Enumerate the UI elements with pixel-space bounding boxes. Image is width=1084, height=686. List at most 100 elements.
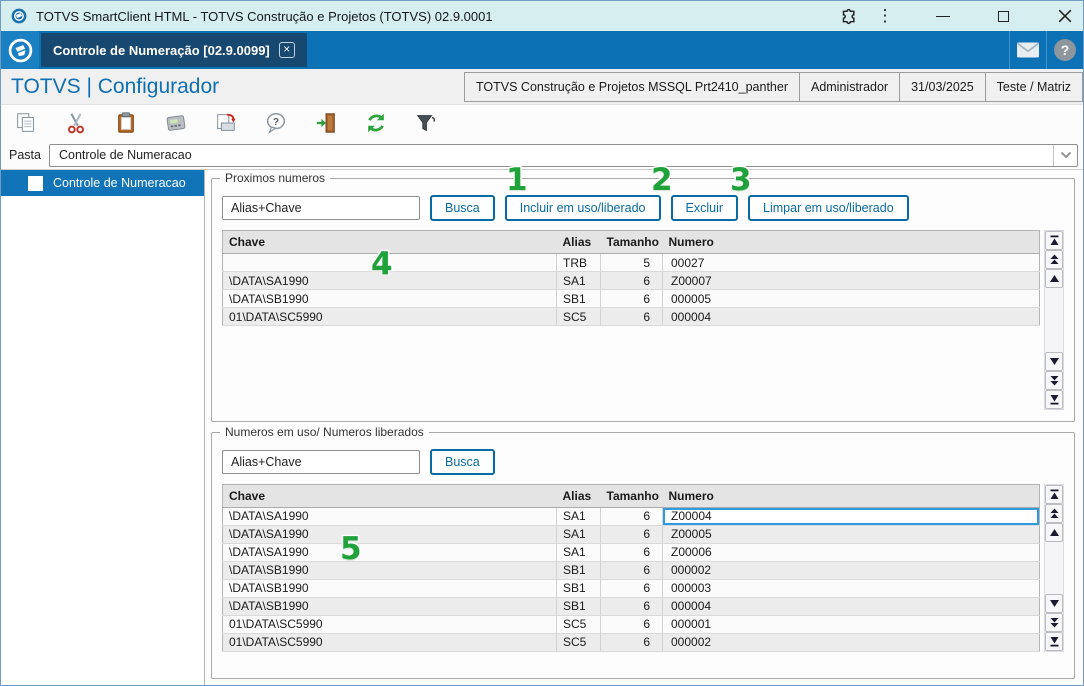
calculator-icon[interactable] [163,110,189,136]
table-cell[interactable]: Z00004 [662,507,1040,526]
table-cell[interactable] [222,253,557,272]
close-tab-icon[interactable]: × [278,42,295,58]
scroll-top-button[interactable] [1045,484,1063,504]
table-cell[interactable]: 000003 [662,579,1040,598]
table-cell[interactable]: \DATA\SB1990 [222,289,557,308]
table-row[interactable]: \DATA\SB1990 SB1 6 000003 [222,579,1040,598]
scroll-bottom-button[interactable] [1045,631,1063,651]
maximize-button[interactable] [998,10,1009,22]
column-header-chave[interactable]: Chave [222,230,557,254]
help-button[interactable]: ? [1046,31,1083,69]
table-row[interactable]: \DATA\SA1990 SA1 6 Z00005 [222,525,1040,544]
table-cell[interactable]: 6 [600,579,663,598]
sidebar-item-controle-numeracao[interactable]: Controle de Numeracao [1,170,204,196]
table-row[interactable]: \DATA\SB1990 SB1 6 000002 [222,561,1040,580]
table-cell[interactable]: 000001 [662,615,1040,634]
search-input-emuso[interactable] [222,449,420,474]
table-cell[interactable]: 6 [600,543,663,562]
scroll-up-button[interactable] [1045,522,1063,542]
table-cell[interactable]: 6 [600,507,663,526]
help-balloon-icon[interactable]: ? [263,110,289,136]
busca-button-2[interactable]: Busca [430,448,495,475]
table-cell[interactable]: SB1 [556,579,601,598]
table-row[interactable]: \DATA\SA1990 SA1 6 Z00006 [222,543,1040,562]
table-cell[interactable]: SA1 [556,525,601,544]
table-row[interactable]: \DATA\SA1990 SA1 6 Z00007 [222,271,1040,290]
table-cell[interactable]: \DATA\SB1990 [222,597,557,616]
pasta-dropdown[interactable]: Controle de Numeracao [48,143,1078,167]
table-row[interactable]: \DATA\SB1990 SB1 6 000005 [222,289,1040,308]
table-cell[interactable]: \DATA\SA1990 [222,525,557,544]
exit-door-icon[interactable] [313,110,339,136]
table-cell[interactable]: TRB [556,253,601,272]
refresh-icon[interactable] [363,110,389,136]
scrollbar-track[interactable] [1045,288,1063,352]
paste-icon[interactable] [113,110,139,136]
column-header-numero[interactable]: Numero [662,484,1040,508]
table-row[interactable]: 01\DATA\SC5990 SC5 6 000001 [222,615,1040,634]
column-header-chave[interactable]: Chave [222,484,557,508]
table-cell[interactable]: SC5 [556,633,601,652]
scroll-top-button[interactable] [1045,231,1063,250]
table-cell[interactable]: 6 [600,271,663,290]
column-header-numero[interactable]: Numero [662,230,1040,254]
table-cell[interactable]: 6 [600,597,663,616]
table-cell[interactable]: 000004 [662,307,1040,326]
table-cell[interactable]: \DATA\SB1990 [222,579,557,598]
scroll-pageup-button[interactable] [1045,503,1063,523]
copy-icon[interactable] [13,110,39,136]
table-cell[interactable]: SB1 [556,561,601,580]
scroll-down-button[interactable] [1045,593,1063,613]
print-spool-icon[interactable] [213,110,239,136]
menu-kebab-icon[interactable]: ⋮ [876,6,894,25]
table-row[interactable]: 01\DATA\SC5990 SC5 6 000002 [222,633,1040,652]
table-cell[interactable]: SB1 [556,597,601,616]
table-cell[interactable]: 000002 [662,633,1040,652]
tab-controle-numeracao[interactable]: Controle de Numeração [02.9.0099] × [41,33,307,67]
table-cell[interactable]: \DATA\SA1990 [222,271,557,290]
table-cell[interactable]: SC5 [556,615,601,634]
scroll-up-button[interactable] [1045,269,1063,288]
table-cell[interactable]: \DATA\SA1990 [222,507,557,526]
table-cell[interactable]: 01\DATA\SC5990 [222,615,557,634]
scroll-down-button[interactable] [1045,352,1063,371]
table-cell[interactable]: 6 [600,307,663,326]
table-cell[interactable]: 01\DATA\SC5990 [222,307,557,326]
table-cell[interactable]: SC5 [556,307,601,326]
extensions-icon[interactable] [837,7,856,26]
close-button[interactable] [1057,8,1073,24]
table-cell[interactable]: SB1 [556,289,601,308]
scroll-pagedown-button[interactable] [1045,371,1063,390]
column-header-tamanho[interactable]: Tamanho [600,230,663,254]
table-row[interactable]: \DATA\SB1990 SB1 6 000004 [222,597,1040,616]
table-cell[interactable]: SA1 [556,507,601,526]
excluir-button[interactable]: Excluir [670,195,739,221]
scroll-bottom-button[interactable] [1045,390,1063,409]
cut-icon[interactable] [63,110,89,136]
table-cell[interactable]: 000002 [662,561,1040,580]
incluir-em-uso-button[interactable]: Incluir em uso/liberado [504,195,661,221]
table-cell[interactable]: 00027 [662,253,1040,272]
vertical-scrollbar[interactable] [1044,230,1064,410]
scroll-pageup-button[interactable] [1045,250,1063,269]
table-cell[interactable]: 000005 [662,289,1040,308]
scroll-pagedown-button[interactable] [1045,612,1063,632]
table-cell[interactable]: SA1 [556,543,601,562]
mail-button[interactable] [1009,31,1046,69]
search-input-proximos[interactable] [222,196,420,220]
table-cell[interactable]: Z00005 [662,525,1040,544]
busca-button[interactable]: Busca [430,195,495,221]
column-header-alias[interactable]: Alias [556,230,601,254]
table-row[interactable]: TRB 5 00027 [222,253,1040,272]
table-cell[interactable]: 6 [600,289,663,308]
table-cell[interactable]: Z00006 [662,543,1040,562]
table-cell[interactable]: SA1 [556,271,601,290]
minimize-button[interactable] [936,15,950,17]
vertical-scrollbar[interactable] [1044,483,1064,652]
table-row[interactable]: 01\DATA\SC5990 SC5 6 000004 [222,307,1040,326]
table-cell[interactable]: 6 [600,561,663,580]
table-cell[interactable]: \DATA\SA1990 [222,543,557,562]
table-cell[interactable]: 6 [600,525,663,544]
limpar-em-uso-button[interactable]: Limpar em uso/liberado [748,195,909,221]
table-cell[interactable]: \DATA\SB1990 [222,561,557,580]
